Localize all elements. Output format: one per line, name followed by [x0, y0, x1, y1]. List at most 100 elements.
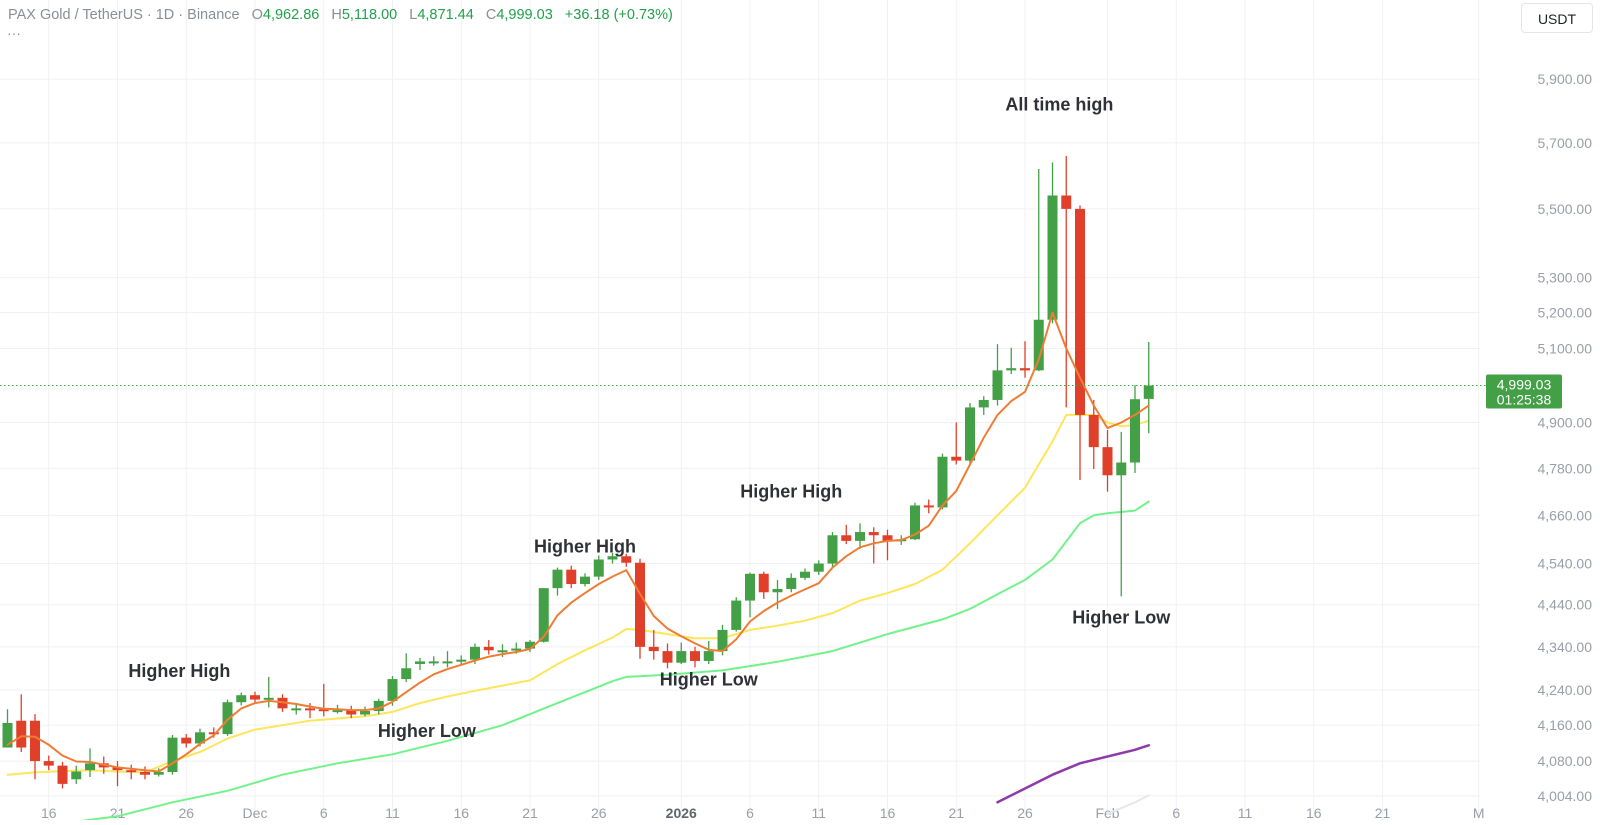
candle[interactable] [566, 565, 577, 589]
candle[interactable] [112, 761, 123, 787]
candle[interactable] [30, 714, 40, 780]
currency-button[interactable]: USDT [1521, 3, 1593, 33]
candle[interactable] [951, 422, 962, 465]
candle[interactable] [57, 761, 68, 789]
candle-body [951, 456, 962, 461]
candle[interactable] [71, 765, 82, 784]
candle[interactable] [855, 523, 865, 549]
candle[interactable] [43, 755, 54, 771]
candle[interactable] [305, 703, 315, 719]
candle-body [428, 661, 439, 664]
candle[interactable] [937, 453, 948, 510]
candle[interactable] [428, 656, 439, 666]
change-value: +36.18 (+0.73%) [564, 7, 673, 23]
candle[interactable] [2, 709, 13, 748]
candle[interactable] [800, 568, 810, 580]
candle[interactable] [318, 683, 329, 717]
candle[interactable] [1116, 431, 1127, 597]
candle[interactable] [813, 560, 824, 575]
candle[interactable] [648, 629, 659, 660]
candle[interactable] [662, 643, 673, 669]
candle-body [263, 697, 274, 700]
candle[interactable] [16, 694, 27, 753]
candle[interactable] [676, 642, 687, 664]
candle[interactable] [621, 553, 632, 567]
candle[interactable] [841, 524, 852, 545]
candle[interactable] [593, 555, 604, 580]
candle[interactable] [538, 588, 549, 643]
candle[interactable] [923, 499, 934, 514]
candle-body [140, 771, 150, 775]
candle-body [538, 588, 549, 642]
candle[interactable] [690, 646, 700, 668]
candle[interactable] [978, 396, 989, 415]
candle[interactable] [456, 655, 467, 665]
legend-more-icon[interactable]: ··· [7, 25, 21, 41]
candle[interactable] [772, 579, 783, 609]
candle[interactable] [635, 558, 645, 659]
candle[interactable] [1102, 430, 1113, 492]
price-axis[interactable]: 5,900.00 5,700.00 5,500.00 5,300.00 5,200.00… [1538, 71, 1593, 804]
candle[interactable] [882, 529, 893, 561]
candle[interactable] [580, 573, 590, 587]
ma-fast-line [6, 311, 1150, 773]
candle[interactable] [1047, 162, 1058, 324]
price-tick-label: 4,660.00 [1538, 507, 1593, 523]
candle-body [566, 569, 577, 585]
candle[interactable] [442, 651, 453, 668]
candle[interactable] [758, 571, 769, 599]
candle[interactable] [360, 706, 370, 717]
candle[interactable] [483, 640, 494, 655]
candle[interactable] [401, 653, 412, 683]
open-key: O [251, 7, 263, 23]
price-tick-label: 5,500.00 [1538, 201, 1593, 217]
candle[interactable] [745, 572, 755, 618]
candle-body [1047, 195, 1058, 320]
candle[interactable] [373, 698, 384, 715]
candle[interactable] [731, 597, 742, 632]
candle[interactable] [140, 766, 150, 780]
candle[interactable] [703, 640, 714, 664]
candle-body [662, 651, 673, 663]
time-tick-label: 2026 [666, 805, 697, 820]
candle[interactable] [827, 532, 838, 568]
candle[interactable] [607, 552, 618, 564]
candle[interactable] [222, 699, 233, 736]
candle[interactable] [1130, 385, 1140, 473]
candle[interactable] [1075, 205, 1085, 480]
time-axis[interactable]: 16 21 26 Dec 6 11 16 21 26 2026 6 11 16 21 26 Feb 6 11 16 2… [41, 805, 1485, 821]
candle[interactable] [1088, 399, 1099, 470]
candle[interactable] [1020, 341, 1030, 378]
candle[interactable] [1006, 347, 1017, 375]
candle[interactable] [786, 573, 797, 593]
candle[interactable] [965, 402, 975, 464]
candle-body [855, 532, 865, 541]
candle[interactable] [1033, 168, 1044, 372]
candle[interactable] [552, 567, 563, 596]
candle-body [126, 770, 137, 773]
candle[interactable] [868, 527, 879, 564]
candle[interactable] [167, 734, 178, 775]
candle[interactable] [263, 676, 274, 708]
candle[interactable] [181, 734, 192, 748]
candle-body [1006, 368, 1017, 371]
candle-body [593, 559, 604, 577]
candle-body [181, 737, 192, 744]
candle-body [85, 763, 95, 771]
candle[interactable] [1061, 155, 1072, 408]
candle[interactable] [415, 657, 425, 670]
candle[interactable] [250, 691, 260, 704]
candle[interactable] [346, 705, 357, 719]
candle-body [1116, 462, 1127, 476]
candle-body [772, 588, 783, 593]
candle[interactable] [236, 692, 247, 706]
candle[interactable] [126, 764, 137, 780]
annotation-label: Higher Low [1072, 608, 1171, 628]
candle[interactable] [1143, 341, 1154, 434]
candle-body [250, 695, 260, 700]
candle-body [758, 573, 769, 593]
candle-body [30, 720, 40, 762]
